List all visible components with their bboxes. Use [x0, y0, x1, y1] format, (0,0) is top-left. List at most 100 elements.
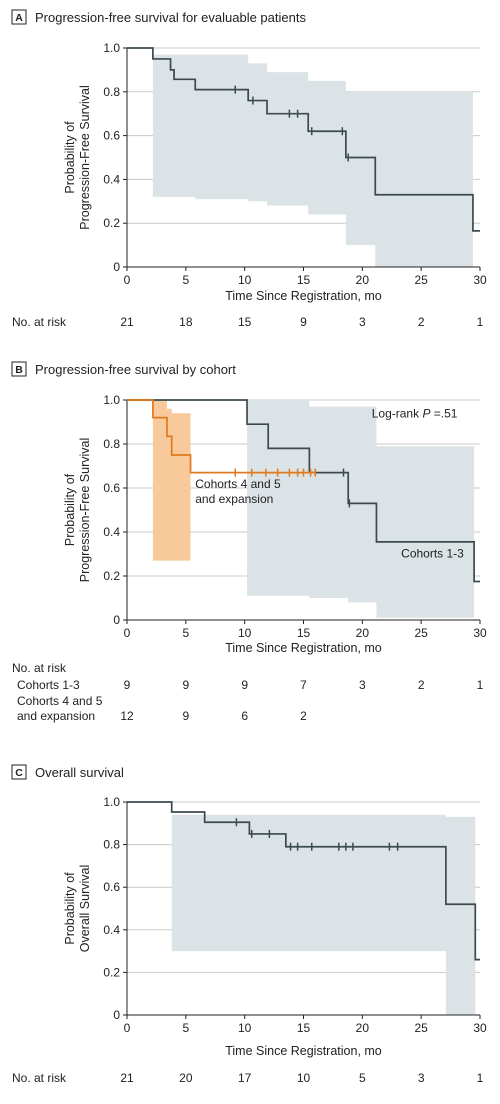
x-axis-label: Time Since Registration, mo: [225, 1044, 382, 1058]
y-tick-label: 1.0: [103, 393, 120, 407]
panel-letter: C: [15, 767, 23, 779]
risk-table-header: No. at risk: [12, 661, 67, 675]
y-tick-label: 0.2: [103, 569, 120, 583]
x-tick-label: 0: [124, 1021, 131, 1035]
risk-count: 10: [297, 1071, 311, 1085]
x-tick-label: 30: [473, 273, 487, 287]
risk-count: 2: [418, 678, 425, 692]
y-tick-label: 0.2: [103, 216, 120, 230]
risk-count: 6: [241, 709, 248, 723]
risk-count: 3: [418, 1071, 425, 1085]
risk-count: 15: [238, 315, 252, 329]
risk-count: 17: [238, 1071, 252, 1085]
x-tick-label: 15: [297, 273, 311, 287]
risk-count: 21: [120, 1071, 134, 1085]
risk-count: 3: [359, 678, 366, 692]
confidence-band: [152, 400, 191, 561]
risk-count: 9: [300, 315, 307, 329]
risk-count: 12: [120, 709, 134, 723]
x-axis-label: Time Since Registration, mo: [225, 289, 382, 303]
risk-count: 9: [182, 709, 189, 723]
y-tick-label: 1.0: [103, 41, 120, 55]
x-tick-label: 10: [238, 273, 252, 287]
risk-count: 1: [477, 678, 484, 692]
y-tick-label: 0: [113, 613, 120, 627]
y-tick-label: 0: [113, 260, 120, 274]
x-tick-label: 0: [124, 273, 131, 287]
y-axis-label: Overall Survival: [78, 865, 92, 953]
panel-title: Progression-free survival for evaluable …: [35, 10, 306, 25]
x-tick-label: 25: [414, 1021, 428, 1035]
confidence-band: [127, 48, 473, 267]
panel-a: A Progression-free survival for evaluable…: [11, 9, 487, 329]
y-axis-label: Progression-Free Survival: [78, 438, 92, 583]
y-tick-label: 0.8: [103, 437, 120, 451]
x-tick-label: 20: [356, 273, 370, 287]
panel-letter-box: [11, 764, 27, 780]
risk-count: 9: [241, 678, 248, 692]
series-label: Cohorts 4 and 5 and expansion: [195, 477, 281, 506]
risk-count: 20: [179, 1071, 193, 1085]
risk-count: 21: [120, 315, 134, 329]
risk-count: 2: [418, 315, 425, 329]
series-label: Cohorts 1-3: [401, 546, 464, 560]
y-tick-label: 0.8: [103, 838, 120, 852]
x-tick-label: 5: [182, 1021, 189, 1035]
x-tick-label: 15: [297, 1021, 311, 1035]
risk-count: 9: [124, 678, 131, 692]
risk-count: 1: [477, 315, 484, 329]
x-tick-label: 0: [124, 626, 131, 640]
y-tick-label: 0.4: [103, 172, 120, 186]
risk-count: 1: [477, 1071, 484, 1085]
y-tick-label: 0.4: [103, 525, 120, 539]
log-rank-annotation: Log-rank P =.51: [372, 407, 458, 421]
risk-count: 3: [359, 315, 366, 329]
y-tick-label: 0.8: [103, 85, 120, 99]
confidence-band: [247, 400, 475, 618]
y-axis-label: Progression-Free Survival: [78, 85, 92, 230]
panel-letter: A: [15, 12, 23, 24]
x-tick-label: 30: [473, 1021, 487, 1035]
risk-count: 18: [179, 315, 193, 329]
risk-table-header: No. at risk: [12, 1071, 67, 1085]
y-tick-label: 0.6: [103, 481, 120, 495]
y-axis-label: Probability of: [63, 872, 77, 945]
risk-count: 7: [300, 678, 307, 692]
x-tick-label: 10: [238, 626, 252, 640]
confidence-band: [127, 802, 476, 1015]
panel-title: Progression-free survival by cohort: [35, 362, 236, 377]
survival-curve-cohorts-1-3: [127, 399, 480, 583]
y-tick-label: 1.0: [103, 795, 120, 809]
y-tick-label: 0.4: [103, 923, 120, 937]
y-axis-label: Probability of: [63, 121, 77, 194]
x-tick-label: 15: [297, 626, 311, 640]
risk-count: 5: [359, 1071, 366, 1085]
y-axis-label: Probability of: [63, 473, 77, 546]
panel-letter-box: [11, 9, 27, 25]
y-tick-label: 0.2: [103, 965, 120, 979]
x-tick-label: 10: [238, 1021, 252, 1035]
x-tick-label: 5: [182, 273, 189, 287]
y-tick-label: 0.6: [103, 880, 120, 894]
risk-count: 9: [182, 678, 189, 692]
x-tick-label: 25: [414, 273, 428, 287]
y-tick-label: 0.6: [103, 129, 120, 143]
x-tick-label: 25: [414, 626, 428, 640]
survival-curve: [127, 47, 480, 232]
x-tick-label: 20: [356, 626, 370, 640]
survival-curve: [127, 801, 480, 961]
risk-table-header: No. at risk: [12, 315, 67, 329]
panel-letter: B: [15, 364, 23, 376]
x-tick-label: 20: [356, 1021, 370, 1035]
x-tick-label: 5: [182, 626, 189, 640]
risk-row-label: Cohorts 4 and 5 and expansion: [17, 694, 103, 723]
panel-letter-box: [11, 361, 27, 377]
risk-count: 2: [300, 709, 307, 723]
survival-curve-cohorts-4-and-5-and-expansion: [127, 399, 316, 474]
x-axis-label: Time Since Registration, mo: [225, 641, 382, 655]
panel-title: Overall survival: [35, 765, 124, 780]
risk-row-label: Cohorts 1-3: [17, 678, 80, 692]
y-tick-label: 0: [113, 1008, 120, 1022]
